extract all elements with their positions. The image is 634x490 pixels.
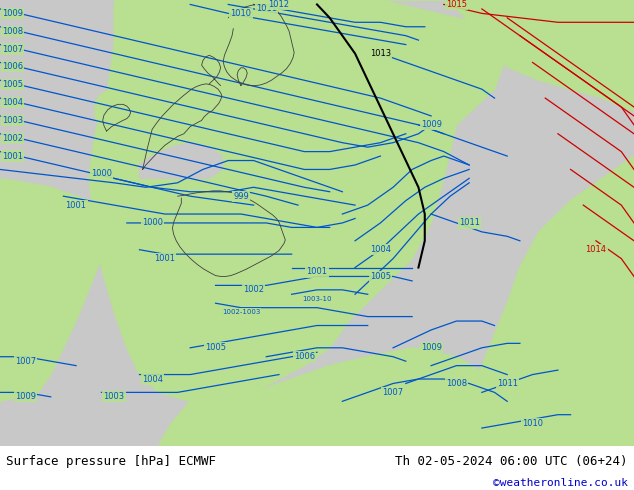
Text: 1009: 1009 [2, 9, 23, 18]
Polygon shape [0, 0, 114, 178]
Text: 1003: 1003 [103, 392, 125, 401]
Text: 1001: 1001 [65, 200, 87, 210]
Text: 1001: 1001 [306, 268, 328, 276]
Text: 1010: 1010 [522, 419, 543, 428]
Text: 1008: 1008 [446, 379, 467, 388]
Text: 1010: 1010 [230, 9, 252, 18]
Text: 1002-1003: 1002-1003 [222, 309, 260, 315]
Text: 1004: 1004 [2, 98, 23, 107]
Text: 1011: 1011 [256, 4, 277, 13]
Text: 1001: 1001 [2, 151, 23, 161]
Text: 1005: 1005 [370, 272, 391, 281]
Text: 1005: 1005 [205, 343, 226, 352]
Polygon shape [89, 0, 507, 401]
Text: 1000: 1000 [91, 170, 112, 178]
Text: 1001: 1001 [154, 254, 176, 263]
Text: 1003: 1003 [2, 116, 23, 125]
Polygon shape [139, 143, 222, 178]
Text: 1015: 1015 [446, 0, 467, 9]
Polygon shape [431, 156, 634, 446]
Polygon shape [0, 178, 108, 401]
Text: 1002: 1002 [243, 285, 264, 294]
Text: 1013: 1013 [370, 49, 391, 58]
Polygon shape [95, 89, 133, 134]
Text: 1009: 1009 [420, 343, 442, 352]
Text: 1007: 1007 [382, 388, 404, 397]
Text: 1004: 1004 [370, 245, 391, 254]
Text: 1011: 1011 [458, 219, 480, 227]
Text: Th 02-05-2024 06:00 UTC (06+24): Th 02-05-2024 06:00 UTC (06+24) [395, 455, 628, 468]
Text: 999: 999 [233, 192, 249, 201]
Text: 1007: 1007 [2, 45, 23, 53]
Text: 1009: 1009 [420, 121, 442, 129]
Text: 1008: 1008 [2, 27, 23, 36]
Text: 1000: 1000 [141, 219, 163, 227]
Polygon shape [127, 85, 209, 170]
Text: 1006: 1006 [2, 62, 23, 72]
Text: 1014: 1014 [585, 245, 607, 254]
Text: 1005: 1005 [2, 80, 23, 89]
Text: Surface pressure [hPa] ECMWF: Surface pressure [hPa] ECMWF [6, 455, 216, 468]
Polygon shape [380, 0, 634, 112]
Text: 1002: 1002 [2, 134, 23, 143]
Text: 1009: 1009 [15, 392, 36, 401]
Text: ©weatheronline.co.uk: ©weatheronline.co.uk [493, 478, 628, 489]
Text: 1006: 1006 [294, 352, 315, 361]
Text: 1012: 1012 [268, 0, 290, 9]
Text: 1007: 1007 [15, 357, 36, 366]
Polygon shape [139, 9, 235, 89]
Text: 1011: 1011 [496, 379, 518, 388]
Polygon shape [158, 348, 507, 446]
Text: 1004: 1004 [141, 374, 163, 384]
Text: 1003-10: 1003-10 [302, 296, 332, 302]
